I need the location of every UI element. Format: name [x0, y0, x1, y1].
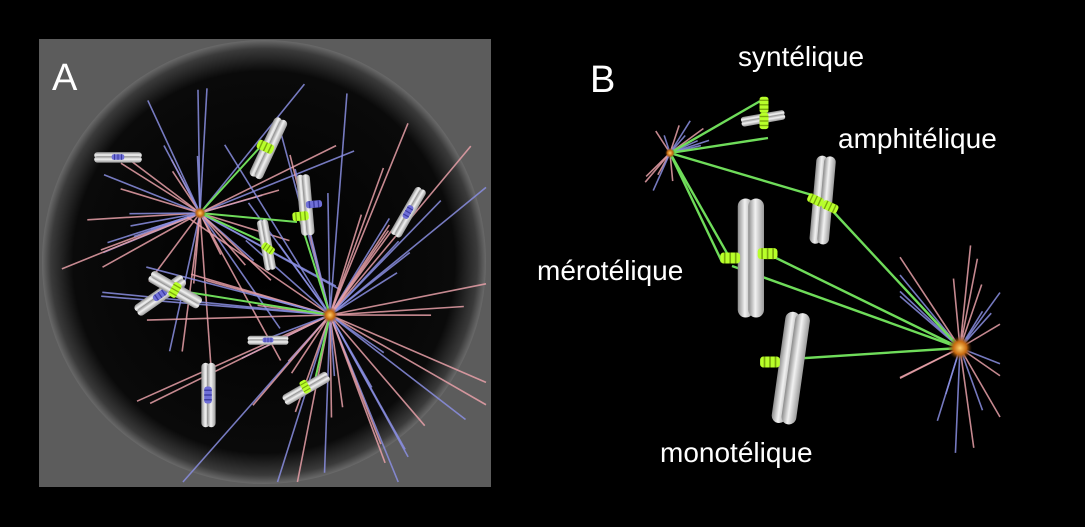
- attached-microtubules-a: [174, 144, 331, 381]
- chromosome: [94, 152, 142, 163]
- microtubule: [252, 314, 331, 406]
- microtubule: [87, 212, 201, 221]
- microtubule: [954, 347, 961, 453]
- panel-b: B syntélique amphitélique mérotélique mo…: [537, 41, 1001, 468]
- microtubule: [103, 173, 201, 214]
- microtubule: [199, 150, 355, 214]
- microtubule: [652, 152, 671, 191]
- microtubule: [329, 123, 409, 316]
- microtubule: [276, 314, 331, 483]
- chromosome: [247, 335, 289, 345]
- label-monotelic: monotélique: [660, 437, 813, 468]
- microtubule: [329, 305, 464, 316]
- microtubule: [224, 144, 331, 316]
- centrosome-icon: [665, 148, 675, 158]
- microtubule: [936, 347, 961, 422]
- microtubule: [199, 212, 272, 281]
- microtubule: [329, 240, 400, 316]
- microtubule: [329, 93, 348, 316]
- microtubule: [130, 212, 201, 227]
- microtubule: [253, 294, 331, 316]
- attached-microtubules-b: [668, 98, 961, 362]
- microtubule: [101, 295, 331, 316]
- microtubule: [327, 193, 331, 316]
- microtubule: [329, 314, 487, 406]
- microtubule: [147, 100, 201, 214]
- microtubule: [959, 258, 979, 349]
- microtubule: [199, 212, 212, 368]
- microtubule: [329, 314, 426, 427]
- microtubule: [120, 162, 201, 214]
- microtubule: [329, 314, 487, 384]
- microtubule: [329, 314, 467, 421]
- microtubule: [329, 167, 385, 316]
- microtubule: [120, 188, 201, 214]
- microtubule: [102, 212, 201, 268]
- microtubule: [669, 120, 691, 154]
- microtubule: [199, 88, 208, 214]
- microtubule: [129, 212, 201, 215]
- kinetochore-icon: [759, 355, 781, 369]
- microtubule: [329, 314, 382, 445]
- microtubule: [125, 156, 201, 214]
- microtubule: [329, 314, 344, 408]
- microtubule: [199, 212, 290, 242]
- microtubule: [146, 314, 331, 321]
- microtubule: [329, 314, 385, 354]
- microtubule: [329, 272, 398, 316]
- microtubule-rays-a: [61, 83, 487, 483]
- microtubule: [644, 152, 671, 183]
- microtubule: [181, 212, 201, 352]
- microtubule: [329, 282, 487, 316]
- microtubule: [899, 256, 961, 349]
- microtubule: [329, 224, 390, 316]
- centrosome-icon: [948, 336, 972, 360]
- microtubule: [199, 212, 246, 266]
- label-merotelic: mérotélique: [537, 255, 683, 286]
- label-syntelic: syntélique: [738, 41, 864, 72]
- chromosome-monotelic: [770, 310, 811, 426]
- microtubule: [136, 314, 331, 402]
- microtubule: [199, 189, 280, 214]
- microtubule: [329, 251, 411, 316]
- microtubule: [959, 347, 1001, 418]
- microtubule: [245, 239, 331, 316]
- microtubule: [107, 212, 201, 244]
- microtubule: [959, 347, 975, 448]
- panel-letter-a: A: [52, 57, 78, 99]
- microtubule: [329, 314, 373, 388]
- centrosome-icon: [194, 207, 206, 219]
- centrosome-icon: [322, 307, 338, 323]
- microtubule: [329, 314, 333, 418]
- label-amphitelic: amphitélique: [838, 123, 997, 154]
- chromosome: [201, 362, 216, 428]
- microtubule: [61, 212, 201, 270]
- microtubule: [197, 89, 201, 214]
- microtubule: [278, 243, 331, 316]
- microtubule: [186, 216, 331, 316]
- microtubule: [199, 144, 337, 214]
- microtubule: [290, 314, 331, 374]
- microtubule: [329, 215, 403, 316]
- panel-a: A: [39, 39, 491, 487]
- microtubule: [959, 245, 972, 349]
- microtubule: [149, 314, 331, 405]
- microtubule: [323, 314, 331, 473]
- microtubule: [199, 83, 306, 214]
- panel-letter-b: B: [590, 59, 615, 101]
